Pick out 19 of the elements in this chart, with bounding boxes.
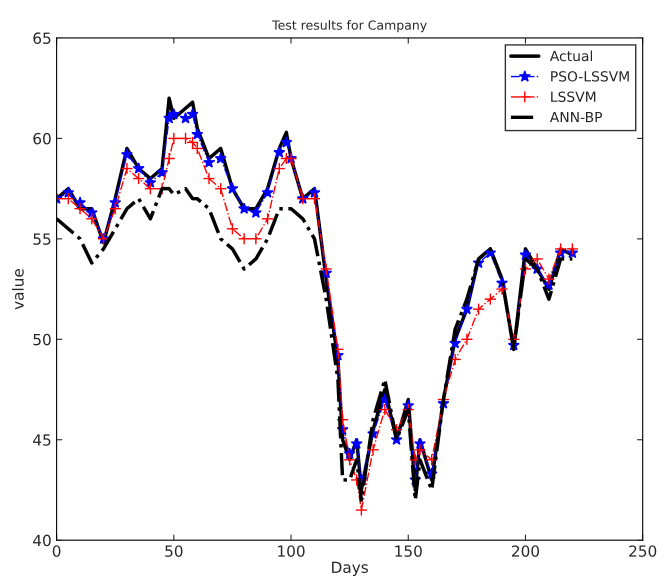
y-tick-label: 45 <box>33 434 50 446</box>
legend-label: ANN-BP <box>550 112 602 122</box>
x-tick-label: 0 <box>52 545 60 557</box>
x-tick-label: 50 <box>165 545 183 557</box>
y-tick-label: 50 <box>33 334 51 346</box>
x-axis-title: Days <box>332 562 368 576</box>
y-tick-label: 65 <box>33 32 50 44</box>
legend-label: Actual <box>550 50 592 62</box>
x-tick-label: 200 <box>512 545 540 557</box>
x-tick-label: 100 <box>278 545 305 557</box>
y-tick-label: 40 <box>33 534 51 546</box>
y-tick-label: 55 <box>33 234 50 245</box>
legend-label: LSSVM <box>551 91 596 102</box>
legend-label: PSO-LSSVM <box>551 71 629 82</box>
chart-title: Test results for Campany <box>272 20 427 32</box>
y-tick-label: 60 <box>33 132 51 144</box>
y-axis-title: value <box>12 269 24 310</box>
x-tick-label: 150 <box>395 545 422 557</box>
x-tick-label: 250 <box>629 545 656 557</box>
